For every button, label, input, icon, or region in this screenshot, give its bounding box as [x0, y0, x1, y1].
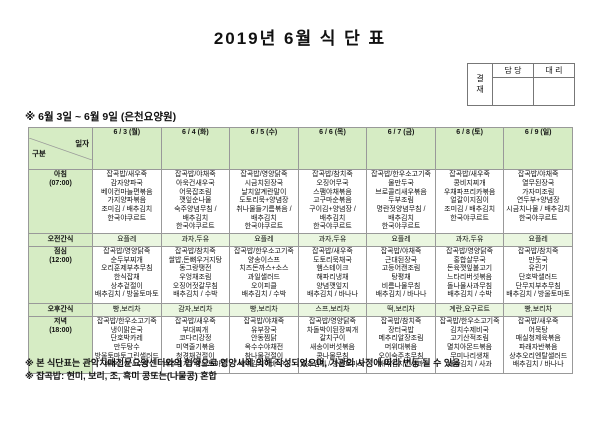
- menu-cell: 잡곡밥/한우소고기죽 김치수제비국 고기산적조림 멸치아몬드볶음 무미나리생채 …: [434, 316, 505, 375]
- snack-cell: 요플레: [92, 233, 162, 248]
- menu-cell: 잡곡밥/야채죽 근대된장국 고등어캔조림 탕평채 비름나물무침 배추김치 / 바…: [366, 246, 436, 305]
- approval-stamp-label: 결 재: [467, 63, 493, 106]
- snack-cell: 빵,보리차: [503, 303, 573, 318]
- approval-sign-cell: [492, 77, 534, 106]
- approval-col-damdang: 담 당: [492, 63, 534, 78]
- snack-cell: 과자,두유: [160, 233, 231, 248]
- afternoon-snack-row: 오후간식 빵,보리차 감자,보리차 빵,보리차 스프,보리차 떡,보리차 계란,…: [28, 303, 573, 318]
- menu-cell: 잡곡밥/한우소고기죽 물만두국 브로콜리새우볶음 두부조림 명란젓양념무침 / …: [366, 169, 436, 235]
- menu-cell: 잡곡밥/야채죽 열무된장국 가자미조림 연두부+양념장 시금치나물 / 배추김치…: [503, 169, 573, 235]
- morning-snack-row: 오전간식 요플레 과자,두유 요플레 과자,두유 요플레 과자,두유 요플레: [28, 233, 573, 248]
- corner-date-label: 일자: [75, 138, 89, 148]
- week-range-subtitle: ※ 6월 3일 ~ 6월 9일 (은천요양원): [25, 111, 177, 123]
- snack-cell: 스프,보리차: [297, 303, 368, 318]
- approval-col-daeri: 대 리: [533, 63, 575, 78]
- day-header-thu: 6 / 6 (목): [297, 126, 368, 171]
- approval-box: 결 재 담 당 대 리: [467, 63, 575, 106]
- row-label-dinner: 저녁 (18:00): [28, 316, 93, 375]
- day-header-sat: 6 / 8 (토): [434, 126, 505, 171]
- footnote-grain-mix: ※ 잡곡밥: 현미, 보리, 조, 흑미 콩또는(나물콩) 혼합: [25, 371, 217, 382]
- footnote-disclaimer: ※ 본 식단표는 관악치매전문요양센터와의 협약으로 영양사에 의해 작성되었으…: [25, 358, 461, 368]
- breakfast-row: 아침 (07:00) 잡곡밥/새우죽 감자양파국 베이컨마늘편볶음 가지양파볶음…: [28, 169, 573, 235]
- header-row: 일자 구분 6 / 3 (월) 6 / 4 (화) 6 / 5 (수) 6 / …: [28, 126, 573, 171]
- menu-cell: 잡곡밥/야채죽 아욱건새우국 어묵잡조림 깻잎순나물 숙주양념무침 / 배추김치…: [160, 169, 231, 235]
- snack-cell: 과자,두유: [434, 233, 505, 248]
- menu-cell: 잡곡밥/참치죽 오징어무국 스팸야채볶음 고구마순볶음 구이김+양념장 / 배추…: [297, 169, 368, 235]
- snack-cell: 과자,두유: [297, 233, 368, 248]
- snack-cell: 빵,보리차: [92, 303, 162, 318]
- menu-cell: 잡곡밥/참치죽 만둣국 유린기 단호박샐러드 단무지부추무침 배추김치 / 방울…: [503, 246, 573, 305]
- menu-cell: 잡곡밥/야채죽 유부장국 안동찜닭 옥수수야채전 참나물겉절이 배추김치 / 바…: [229, 316, 299, 375]
- menu-cell: 잡곡밥/영양닭죽 순두부찌개 오리훈제부추무침 한식잡채 상추겉절이 배추김치 …: [92, 246, 162, 305]
- day-header-wed: 6 / 5 (수): [229, 126, 299, 171]
- snack-cell: 빵,보리차: [229, 303, 299, 318]
- meal-plan-table: 일자 구분 6 / 3 (월) 6 / 4 (화) 6 / 5 (수) 6 / …: [28, 126, 573, 375]
- day-header-fri: 6 / 7 (금): [366, 126, 436, 171]
- menu-cell: 잡곡밥/영양닭죽 홍합살무국 돈육깻잎불고기 느타리버섯볶음 돌나물사과무침 배…: [434, 246, 505, 305]
- approval-sign-cell: [533, 77, 575, 106]
- snack-cell: 계란,요구르트: [434, 303, 505, 318]
- menu-cell: 잡곡밥/새우죽 감자양파국 베이컨마늘편볶음 가지양파볶음 조미김 / 배추김치…: [92, 169, 162, 235]
- row-label-breakfast: 아침 (07:00): [28, 169, 93, 235]
- menu-cell: 잡곡밥/참치죽 장터국밥 메추리알장조림 머위대볶음 오이숙주초무침 배추김치 …: [366, 316, 436, 375]
- row-label-lunch: 점심 (12:00): [28, 246, 93, 305]
- menu-cell: 잡곡밥/새우죽 콩비지찌개 우채파프리카볶음 얼갈이지짐이 조미김 / 배추김치…: [434, 169, 505, 235]
- footnotes: ※ 본 식단표는 관악치매전문요양센터와의 협약으로 영양사에 의해 작성되었으…: [25, 357, 585, 383]
- row-label-afternoon-snack: 오후간식: [28, 303, 93, 318]
- snack-cell: 떡,보리차: [366, 303, 436, 318]
- corner-category-label: 구분: [32, 149, 46, 159]
- menu-cell: 잡곡밥/한우소고기죽 냉이맑은국 단호박카레 만두탕수 방울토마토그린샐러드 배…: [92, 316, 162, 375]
- menu-cell: 잡곡밥/영양닭죽 시금치된장국 날치알계란말이 도토리묵+양념장 취나물들기름볶…: [229, 169, 299, 235]
- snack-cell: 요플레: [229, 233, 299, 248]
- snack-cell: 감자,보리차: [160, 303, 231, 318]
- menu-cell: 잡곡밥/새우죽 도토리묵채국 햄스테이크 해파리냉채 양념깻잎지 배추김치 / …: [297, 246, 368, 305]
- lunch-row: 점심 (12:00) 잡곡밥/영양닭죽 순두부찌개 오리훈제부추무침 한식잡채 …: [28, 246, 573, 305]
- row-label-morning-snack: 오전간식: [28, 233, 93, 248]
- day-header-sun: 6 / 9 (일): [503, 126, 573, 171]
- menu-cell: 잡곡밥/참치죽 쌀밥,돈뼈우거지탕 동그랑땡전 우엉채조림 오징어젓갈무침 배추…: [160, 246, 231, 305]
- snack-cell: 요플레: [503, 233, 573, 248]
- diagonal-divider: [29, 137, 92, 160]
- day-header-tue: 6 / 4 (화): [160, 126, 231, 171]
- page-title: 2019년 6월 식 단 표: [213, 29, 387, 48]
- corner-cell: 일자 구분: [28, 126, 93, 171]
- dinner-row: 저녁 (18:00) 잡곡밥/한우소고기죽 냉이맑은국 단호박카레 만두탕수 방…: [28, 316, 573, 375]
- menu-cell: 잡곡밥/새우죽 부대찌개 코다리강정 미역줄기볶음 청경채겉절이 배추김치 / …: [160, 316, 231, 375]
- snack-cell: 요플레: [366, 233, 436, 248]
- menu-cell: 잡곡밥/한우소고기죽 양송이스프 치즈돈까스+소스 과일샐러드 오이피클 배추김…: [229, 246, 299, 305]
- menu-cell: 잡곡밥/새우죽 어묵탕 매실청제육볶음 파래자반볶음 상추오리엔탈샐러드 배추김…: [503, 316, 573, 375]
- day-header-mon: 6 / 3 (월): [92, 126, 162, 171]
